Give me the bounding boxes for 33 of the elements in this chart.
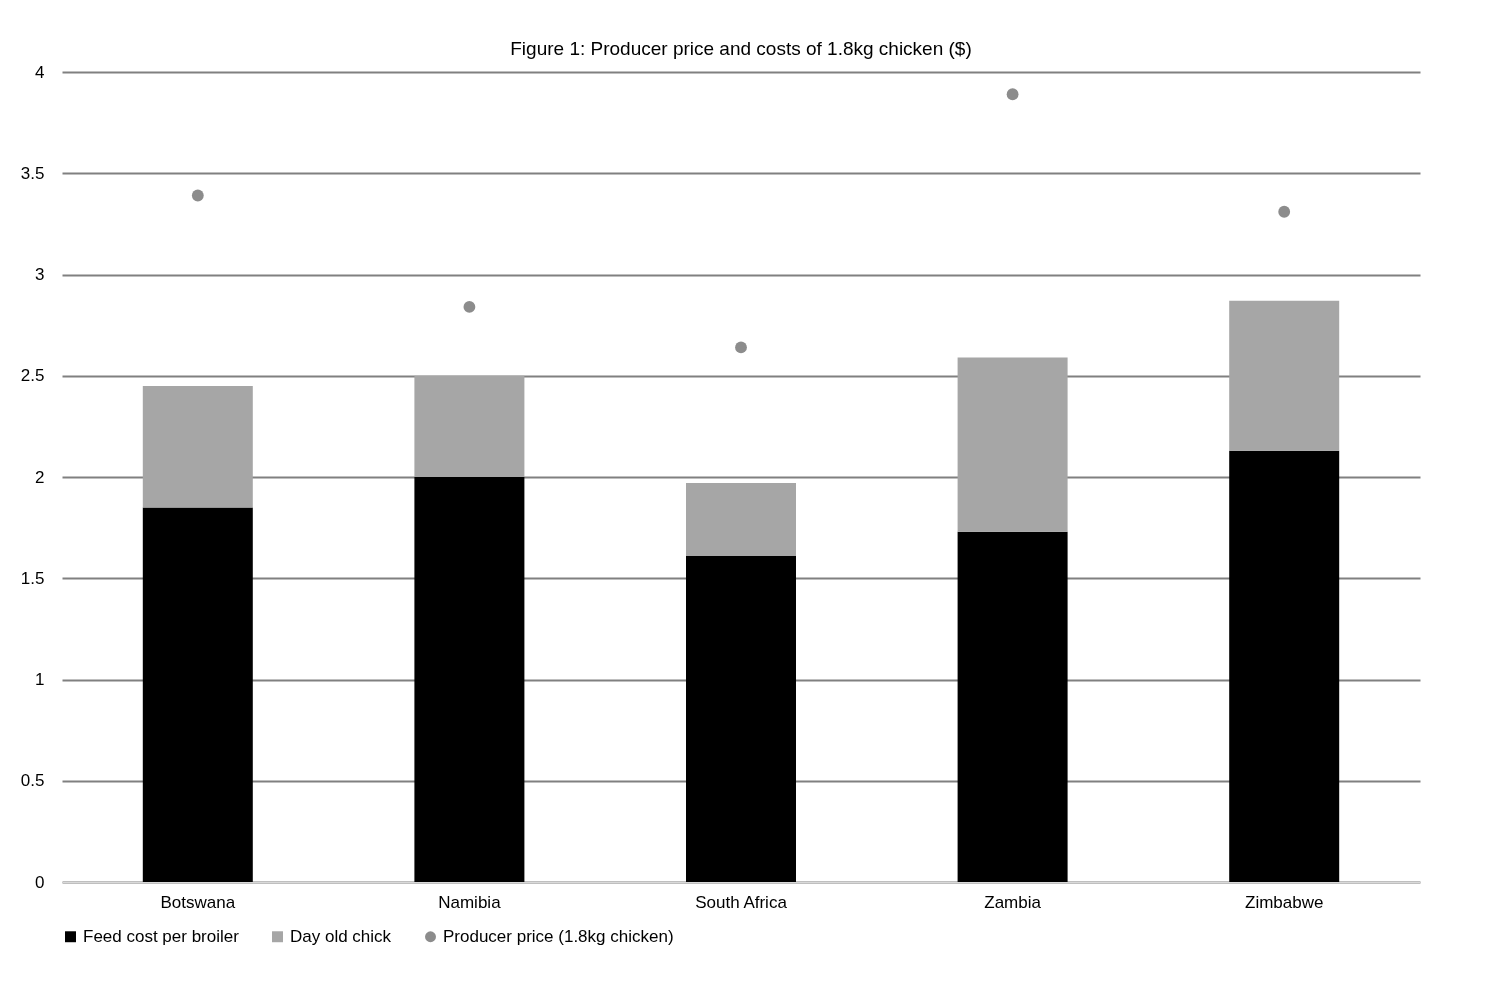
- bar: [414, 375, 525, 477]
- bar: [957, 531, 1068, 882]
- chart-title: Figure 1: Producer price and costs of 1.8kg chicken ($): [510, 38, 972, 59]
- y-tick-label: 0.5: [20, 771, 45, 791]
- x-tick-label: Zimbabwe: [1244, 892, 1324, 912]
- point: [191, 189, 204, 202]
- bar: [142, 507, 253, 882]
- x-tick-label: Namibia: [438, 892, 502, 912]
- y-tick-label: 2: [35, 467, 45, 487]
- y-tick-label: 0: [35, 872, 45, 892]
- point: [1006, 88, 1019, 101]
- bar: [957, 357, 1068, 532]
- y-tick-label: 1.5: [20, 568, 45, 588]
- y-tick-label: 3: [35, 265, 45, 284]
- x-tick-label: Botswana: [160, 892, 236, 912]
- y-tick-label: 3.5: [20, 163, 45, 183]
- bar: [686, 483, 796, 556]
- bar: [686, 555, 796, 882]
- bar: [1229, 300, 1340, 451]
- y-tick-label: 2.5: [20, 366, 45, 386]
- legend-label: Producer price (1.8kg chicken): [443, 926, 674, 946]
- point: [1278, 205, 1291, 218]
- point: [735, 341, 747, 354]
- bar: [142, 385, 253, 508]
- point: [463, 301, 476, 313]
- x-tick-label: South Africa: [695, 892, 788, 912]
- y-tick-label: 1: [35, 670, 45, 689]
- x-tick-label: Zambia: [984, 892, 1042, 912]
- legend-label: Feed cost per broiler: [83, 926, 240, 946]
- legend-label: Day old chick: [290, 926, 392, 946]
- y-tick-label: 4: [35, 62, 45, 82]
- bar: [1229, 450, 1340, 882]
- bar: [414, 477, 525, 882]
